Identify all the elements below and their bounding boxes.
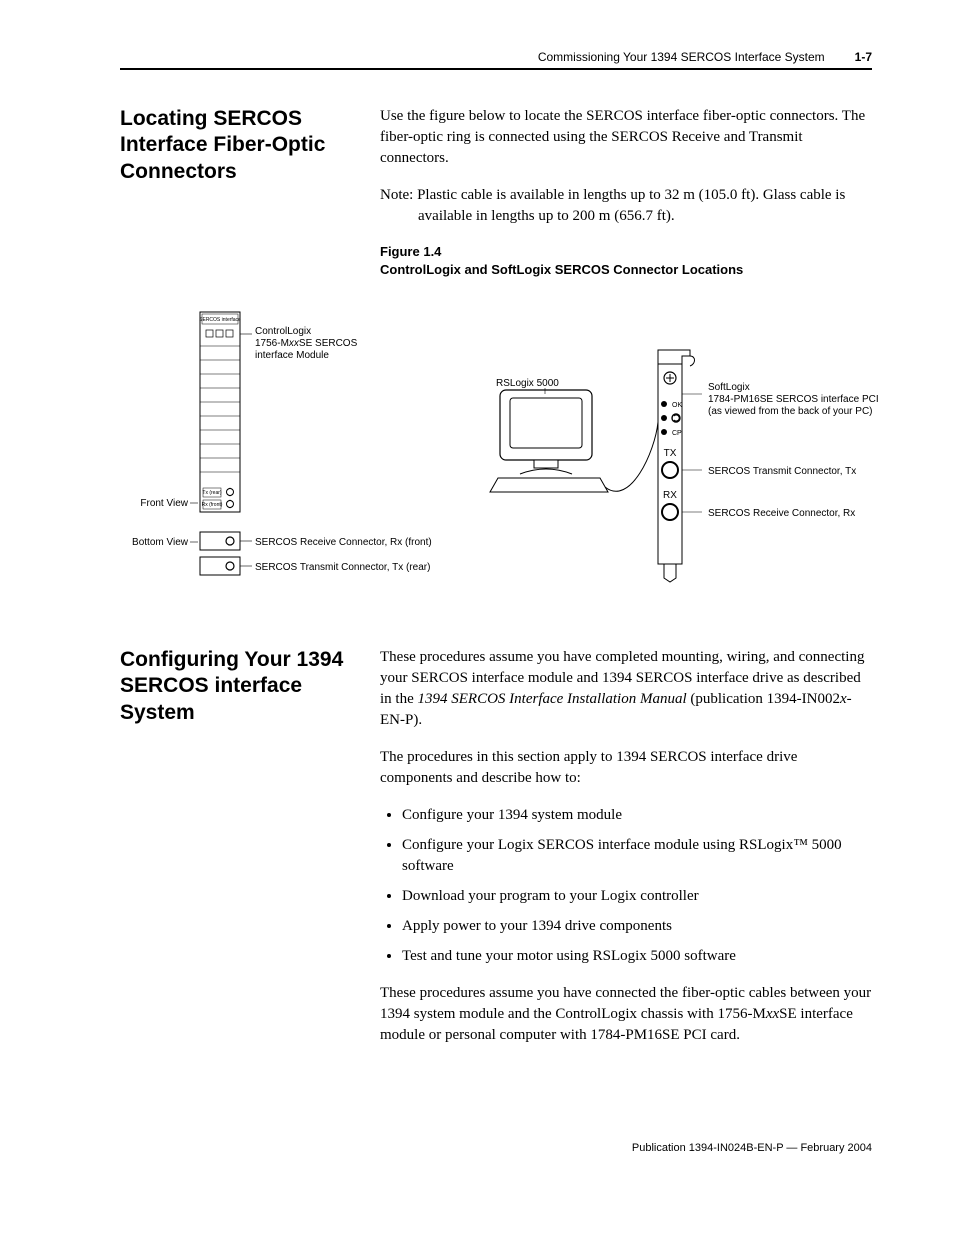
cl-line2: 1756-MxxSE SERCOS — [255, 338, 358, 349]
softlogix-group: RSLogix 5000 OK — [490, 350, 880, 582]
module-top-label: SERCOS interface — [199, 317, 241, 323]
rx-label: RX — [663, 490, 677, 501]
rslogix-label: RSLogix 5000 — [496, 378, 559, 389]
heading-configuring: Configuring Your 1394 SERCOS interface S… — [120, 647, 380, 726]
rx-callout: SERCOS Receive Connector, Rx (front) — [255, 537, 432, 548]
sl-line1: SoftLogix — [708, 382, 750, 393]
bottom-view-label: Bottom View — [132, 537, 189, 548]
list-item: Configure your Logix SERCOS interface mo… — [402, 835, 872, 876]
front-view-label: Front View — [140, 498, 188, 509]
figure-title: ControlLogix and SoftLogix SERCOS Connec… — [380, 262, 743, 277]
cl-line3: interface Module — [255, 350, 329, 361]
pci-card: OK CP TX RX — [658, 350, 695, 582]
sl-line2: 1784-PM16SE SERCOS interface PCI Card — [708, 394, 880, 405]
bullet-list: Configure your 1394 system module Config… — [380, 805, 872, 967]
list-item: Configure your 1394 system module — [402, 805, 872, 825]
controllogix-module: SERCOS interface Tx (rear) — [132, 312, 432, 575]
list-item: Apply power to your 1394 drive component… — [402, 916, 872, 936]
figure-number: Figure 1.4 — [380, 244, 441, 259]
ok-label: OK — [672, 402, 682, 409]
section-locating: Locating SERCOS Interface Fiber-Optic Co… — [120, 106, 872, 284]
cl-line1: ControlLogix — [255, 326, 311, 337]
body-locating: Use the figure below to locate the SERCO… — [380, 106, 872, 284]
heading-locating: Locating SERCOS Interface Fiber-Optic Co… — [120, 106, 380, 185]
note: Note: Plastic cable is available in leng… — [380, 185, 872, 227]
tx-callout: SERCOS Transmit Connector, Tx (rear) — [255, 562, 430, 573]
list-item: Download your program to your Logix cont… — [402, 886, 872, 906]
para: These procedures assume you have complet… — [380, 647, 872, 731]
footer-publication: Publication 1394-IN024B-EN-P — February … — [120, 1142, 872, 1154]
figure-1-4: SERCOS interface Tx (rear) — [100, 302, 880, 607]
para: These procedures assume you have connect… — [380, 983, 872, 1046]
body-configuring: These procedures assume you have complet… — [380, 647, 872, 1062]
running-header: Commissioning Your 1394 SERCOS Interface… — [120, 50, 872, 70]
tx-label: TX — [664, 448, 677, 459]
figure-caption: Figure 1.4 ControlLogix and SoftLogix SE… — [380, 243, 872, 278]
tx-conn-callout: SERCOS Transmit Connector, Tx — [708, 466, 856, 477]
page-number: 1-7 — [855, 50, 872, 64]
sl-line3: (as viewed from the back of your PC) — [708, 406, 873, 417]
rx-front-label: Rx (front) — [202, 502, 223, 508]
diagram-svg: SERCOS interface Tx (rear) — [100, 302, 880, 602]
header-title: Commissioning Your 1394 SERCOS Interface… — [538, 50, 825, 64]
section-configuring: Configuring Your 1394 SERCOS interface S… — [120, 647, 872, 1062]
page: Commissioning Your 1394 SERCOS Interface… — [0, 0, 954, 1204]
cp-label: CP — [672, 430, 682, 437]
rx-conn-callout: SERCOS Receive Connector, Rx — [708, 508, 855, 519]
para: The procedures in this section apply to … — [380, 747, 872, 789]
list-item: Test and tune your motor using RSLogix 5… — [402, 946, 872, 966]
tx-rear-label: Tx (rear) — [202, 490, 222, 496]
para: Use the figure below to locate the SERCO… — [380, 106, 872, 169]
